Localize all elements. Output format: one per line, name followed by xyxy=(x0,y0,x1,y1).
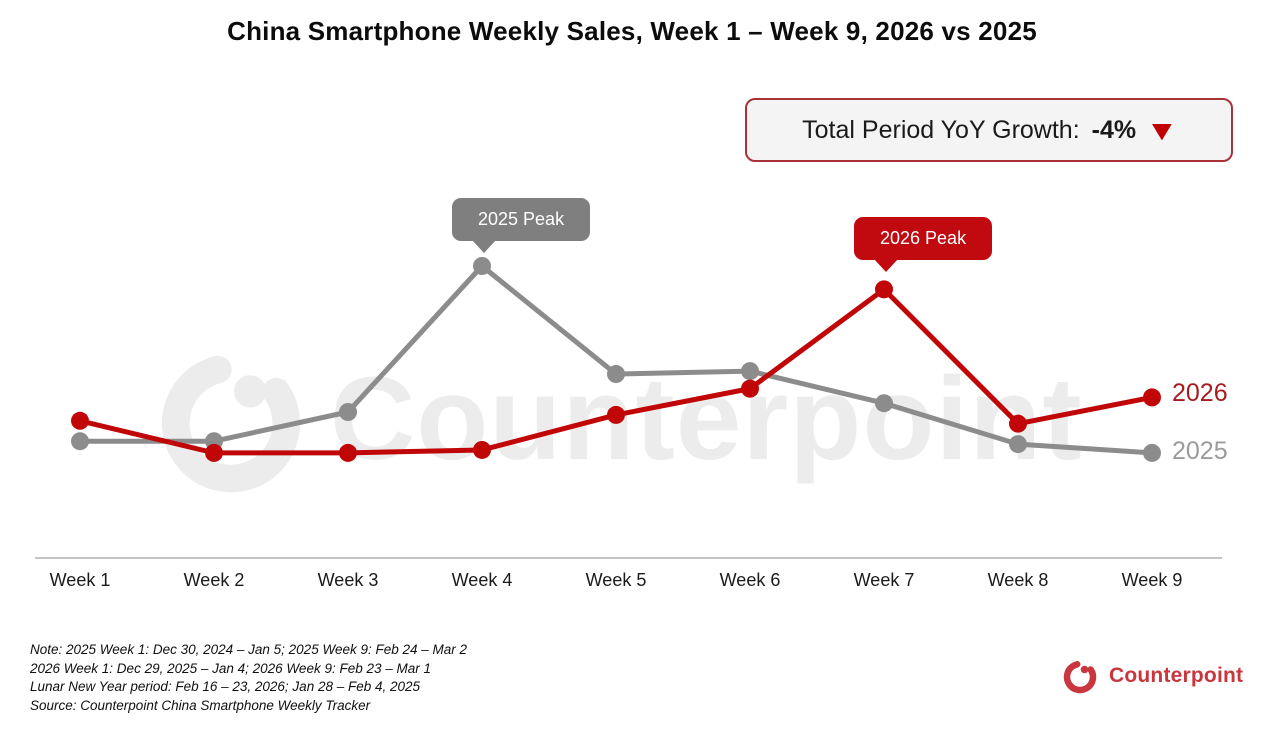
data-point-2025 xyxy=(607,365,625,384)
data-point-2025 xyxy=(339,403,357,421)
data-point-2025 xyxy=(741,362,759,381)
x-axis-label: Week 8 xyxy=(987,570,1049,590)
data-point-2026 xyxy=(339,443,357,462)
x-axis-label: Week 9 xyxy=(1121,570,1183,590)
x-axis-label: Week 4 xyxy=(451,570,513,590)
x-axis-label: Week 5 xyxy=(585,570,647,590)
x-axis-label: Week 6 xyxy=(719,570,781,590)
data-point-2026 xyxy=(741,379,759,398)
data-point-2026 xyxy=(875,280,893,299)
data-point-2025 xyxy=(473,257,491,275)
counterpoint-logo-text: Counterpoint xyxy=(1109,664,1244,687)
data-point-2025 xyxy=(71,432,89,451)
counterpoint-logo-icon xyxy=(1063,660,1097,694)
series-2025 xyxy=(71,257,1161,462)
data-point-2025 xyxy=(1009,435,1027,454)
x-axis-label: Week 3 xyxy=(317,570,379,590)
data-point-2026 xyxy=(473,440,491,459)
peak-callout-2025-label: 2025 Peak xyxy=(478,209,565,229)
footnote-line: Lunar New Year period: Feb 16 – 23, 2026… xyxy=(30,679,421,694)
footnotes: Note: 2025 Week 1: Dec 30, 2024 – Jan 5;… xyxy=(30,641,467,715)
counterpoint-watermark: Counterpoint xyxy=(146,334,1083,504)
footnote-line: Note: 2025 Week 1: Dec 30, 2024 – Jan 5;… xyxy=(30,642,468,657)
counterpoint-watermark-logo-icon xyxy=(161,354,301,493)
watermark-text: Counterpoint xyxy=(330,353,1083,485)
footnote-line: 2026 Week 1: Dec 29, 2025 – Jan 4; 2026 … xyxy=(30,660,432,676)
data-point-2026 xyxy=(1009,414,1027,433)
series-2026 xyxy=(71,280,1161,462)
peak-callout-2026-label: 2026 Peak xyxy=(880,228,967,248)
yoy-growth-badge: Total Period YoY Growth: -4% ▼ xyxy=(745,98,1233,162)
data-point-2025 xyxy=(875,394,893,413)
counterpoint-logo: Counterpoint xyxy=(1060,656,1243,696)
peak-callout-2025: 2025 Peak xyxy=(452,198,591,253)
series-label-2025: 2025 xyxy=(1172,437,1228,465)
data-point-2026 xyxy=(1143,388,1161,407)
chart-title: China Smartphone Weekly Sales, Week 1 – … xyxy=(227,16,1037,46)
footnote-line: Source: Counterpoint China Smartphone We… xyxy=(30,697,371,713)
data-point-2026 xyxy=(607,405,625,424)
data-point-2026 xyxy=(205,443,223,462)
x-axis-label: Week 7 xyxy=(853,570,915,590)
peak-callout-2026: 2026 Peak xyxy=(854,217,993,272)
x-axis-label: Week 2 xyxy=(183,570,245,590)
down-triangle-icon: ▼ xyxy=(1145,115,1179,146)
data-point-2025 xyxy=(1143,443,1161,462)
series-label-2026: 2026 xyxy=(1172,379,1228,407)
data-point-2026 xyxy=(71,411,89,430)
yoy-growth-label: Total Period YoY Growth: xyxy=(802,115,1080,144)
x-axis-label: Week 1 xyxy=(49,570,111,590)
yoy-growth-value: -4% xyxy=(1091,115,1137,144)
